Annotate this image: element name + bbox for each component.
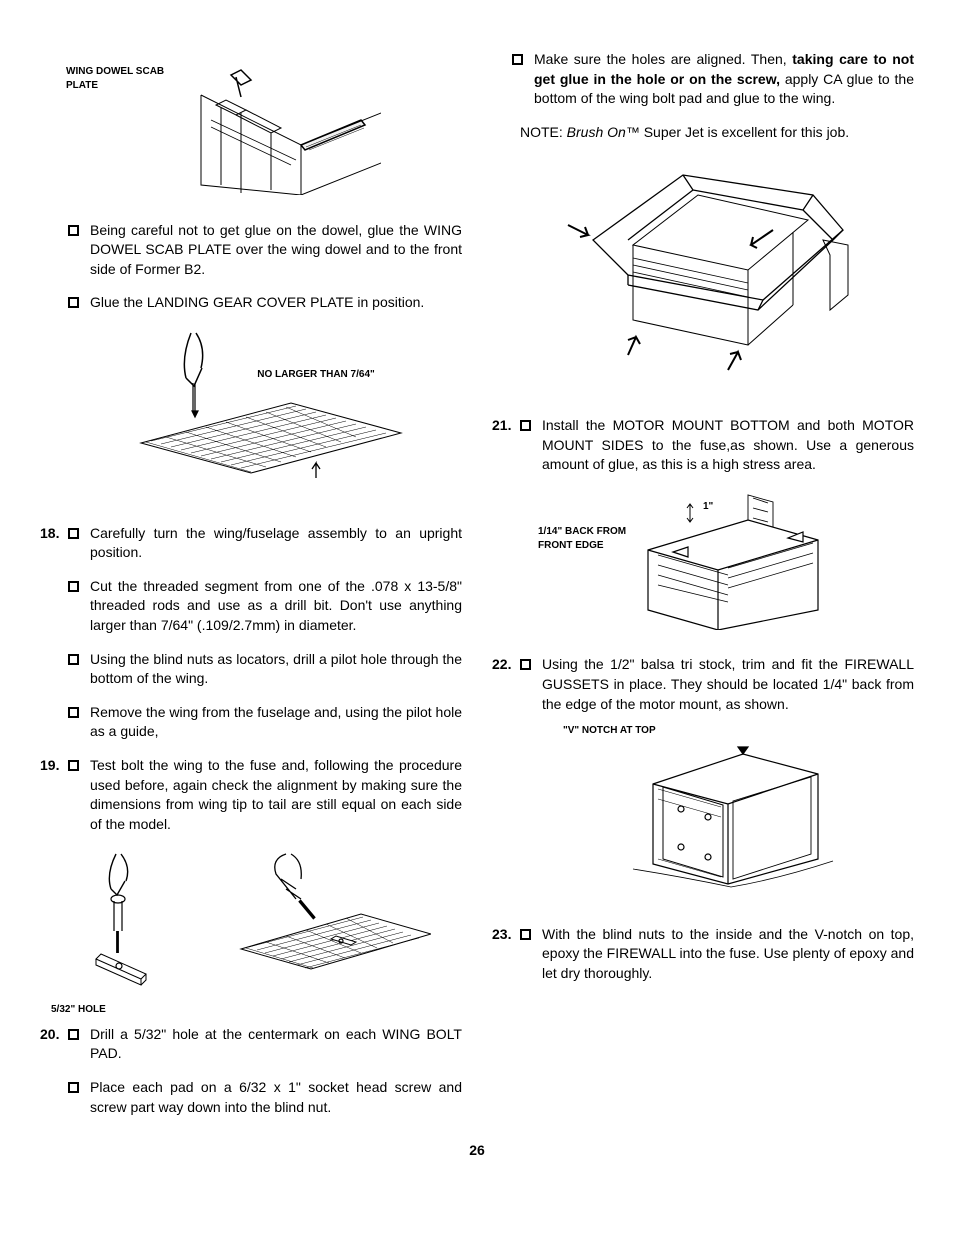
figure-6: "V" NOTCH AT TOP: [492, 729, 914, 905]
figure-4: [492, 160, 914, 396]
step-number: 19.: [40, 756, 68, 834]
fig5-label1: 1/14" BACK FROM FRONT EDGE: [538, 525, 648, 553]
page: WING DOWEL SCAB PLATE Bei: [40, 50, 914, 1131]
step-number: 18.: [40, 524, 68, 563]
item-18: 18. Carefully turn the wing/fuselage ass…: [40, 524, 462, 563]
item-22: 22. Using the 1/2" balsa tri stock, trim…: [492, 655, 914, 714]
item-glue-align: Make sure the holes are aligned. Then, t…: [512, 50, 914, 109]
step-number: 21.: [492, 416, 520, 475]
text: Remove the wing from the fuselage and, u…: [90, 703, 462, 742]
fig2-label: NO LARGER THAN 7/64": [241, 368, 391, 382]
text: Cut the threaded segment from one of the…: [90, 577, 462, 636]
item-21: 21. Install the MOTOR MOUNT BOTTOM and b…: [492, 416, 914, 475]
checkbox-icon: [68, 1082, 79, 1093]
text: Being careful not to get glue on the dow…: [90, 221, 462, 280]
figure-2: NO LARGER THAN 7/64": [40, 328, 462, 504]
text: Test bolt the wing to the fuse and, foll…: [90, 756, 462, 834]
text: Drill a 5/32" hole at the centermark on …: [90, 1025, 462, 1064]
step-number: 22.: [492, 655, 520, 714]
item-18b: Using the blind nuts as locators, drill …: [68, 650, 462, 689]
checkbox-icon: [520, 659, 531, 670]
item-20: 20. Drill a 5/32" hole at the centermark…: [40, 1025, 462, 1064]
text: Place each pad on a 6/32 x 1" socket hea…: [90, 1078, 462, 1117]
page-number: 26: [40, 1141, 914, 1161]
fig5-label2: 1": [703, 500, 713, 514]
checkbox-icon: [68, 225, 79, 236]
step-number: 23.: [492, 925, 520, 984]
item-18c: Remove the wing from the fuselage and, u…: [68, 703, 462, 742]
text: Using the 1/2" balsa tri stock, trim and…: [542, 655, 914, 714]
checkbox-icon: [512, 54, 523, 65]
figure-3: 5/32" HOLE: [40, 849, 462, 1005]
item-20a: Place each pad on a 6/32 x 1" socket hea…: [68, 1078, 462, 1117]
right-column: Make sure the holes are aligned. Then, t…: [492, 50, 914, 1131]
left-column: WING DOWEL SCAB PLATE Bei: [40, 50, 462, 1131]
item-18a: Cut the threaded segment from one of the…: [68, 577, 462, 636]
text: With the blind nuts to the inside and th…: [542, 925, 914, 984]
checkbox-icon: [68, 1029, 79, 1040]
text: Glue the LANDING GEAR COVER PLATE in pos…: [90, 293, 462, 313]
fig6-label: "V" NOTCH AT TOP: [563, 724, 656, 738]
figure-1: WING DOWEL SCAB PLATE: [40, 65, 462, 201]
text: Install the MOTOR MOUNT BOTTOM and both …: [542, 416, 914, 475]
checkbox-icon: [68, 297, 79, 308]
checkbox-icon: [520, 420, 531, 431]
checkbox-icon: [520, 929, 531, 940]
figure-5: 1/14" BACK FROM FRONT EDGE 1": [492, 490, 914, 636]
checkbox-icon: [68, 707, 79, 718]
text: Using the blind nuts as locators, drill …: [90, 650, 462, 689]
item-dowel-scab: Being careful not to get glue on the dow…: [68, 221, 462, 280]
text: Carefully turn the wing/fuselage assembl…: [90, 524, 462, 563]
item-19: 19. Test bolt the wing to the fuse and, …: [40, 756, 462, 834]
checkbox-icon: [68, 528, 79, 539]
checkbox-icon: [68, 581, 79, 592]
note-brushon: NOTE: Brush On™ Super Jet is excellent f…: [492, 123, 914, 143]
fig1-label: WING DOWEL SCAB PLATE: [66, 65, 186, 93]
item-23: 23. With the blind nuts to the inside an…: [492, 925, 914, 984]
text: Make sure the holes are aligned. Then, t…: [534, 50, 914, 109]
item-landing-gear: Glue the LANDING GEAR COVER PLATE in pos…: [68, 293, 462, 313]
step-number: 20.: [40, 1025, 68, 1064]
checkbox-icon: [68, 654, 79, 665]
checkbox-icon: [68, 760, 79, 771]
fig3-label: 5/32" HOLE: [51, 1003, 106, 1017]
